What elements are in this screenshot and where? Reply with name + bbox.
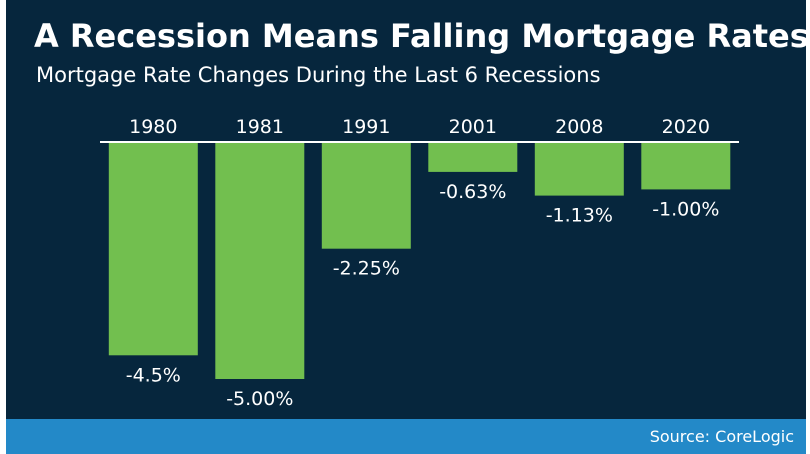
category-label-2020: 2020 (662, 116, 710, 138)
bar-1980 (108, 142, 198, 356)
chart-title: A Recession Means Falling Mortgage Rates (34, 17, 806, 55)
value-label-1980: -4.5% (126, 364, 181, 386)
value-label-2001: -0.63% (439, 181, 506, 203)
category-label-2008: 2008 (555, 116, 603, 138)
bar-2020 (641, 142, 731, 190)
value-label-1981: -5.00% (226, 388, 293, 410)
category-label-1981: 1981 (236, 116, 284, 138)
value-labels-group: -4.5% -5.00% -2.25% -0.63% -1.13% -1.00% (126, 181, 720, 410)
bar-2001 (428, 142, 518, 172)
value-label-1991: -2.25% (333, 258, 400, 280)
chart-card: A Recession Means Falling Mortgage Rates… (6, 0, 806, 454)
bar-chart: 1980 1981 1991 2001 2008 2020 -4.5% -5.00% -2.2… (100, 116, 739, 410)
category-label-1991: 1991 (342, 116, 390, 138)
chart-subtitle: Mortgage Rate Changes During the Last 6 … (36, 63, 601, 87)
value-label-2008: -1.13% (546, 205, 613, 227)
source-credit: Source: CoreLogic (649, 427, 794, 446)
category-label-1980: 1980 (129, 116, 177, 138)
category-labels-group: 1980 1981 1991 2001 2008 2020 (129, 116, 710, 138)
value-label-2020: -1.00% (652, 198, 719, 220)
bar-1981 (215, 142, 305, 379)
bars-group (108, 142, 731, 379)
bar-1991 (321, 142, 411, 249)
footer-bar: Source: CoreLogic (6, 419, 806, 454)
bar-2008 (534, 142, 624, 196)
category-label-2001: 2001 (449, 116, 497, 138)
